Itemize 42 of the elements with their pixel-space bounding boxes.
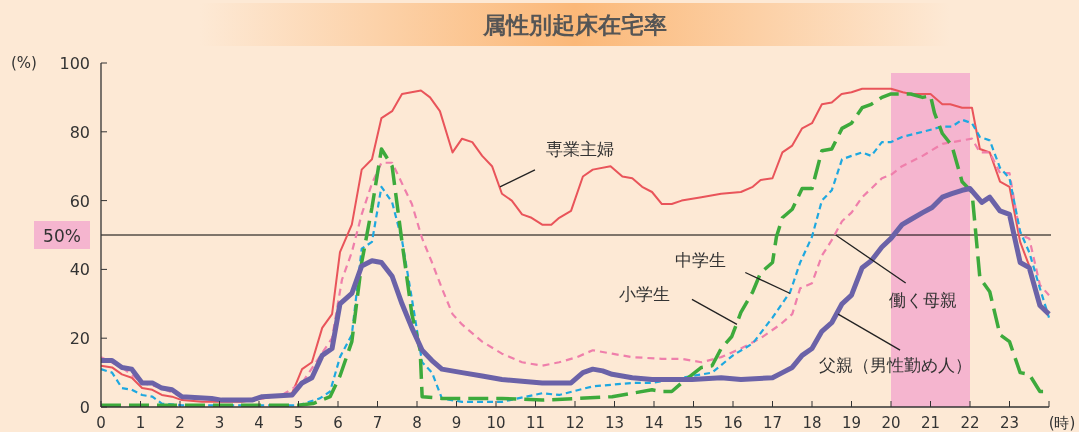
x-tick-label: 16: [723, 414, 743, 432]
x-tick-label: 13: [604, 414, 625, 432]
x-tick-label: 21: [920, 414, 941, 432]
y-tick-label: 100: [59, 54, 90, 73]
x-tick-label: 18: [802, 414, 822, 432]
x-tick-label: 23: [999, 414, 1020, 432]
ref-line-label: 50%: [43, 226, 81, 246]
x-tick-label: 8: [412, 414, 422, 432]
annotation: 専業主婦: [545, 138, 614, 159]
x-axis-title: (時): [1048, 414, 1076, 432]
x-tick-label: 9: [451, 414, 462, 432]
x-tick-label: 10: [486, 414, 506, 432]
x-tick-label: 14: [644, 414, 664, 432]
x-tick-label: 7: [372, 414, 383, 432]
annotation: 父親（男性勤め人）: [818, 355, 972, 376]
x-tick-label: 12: [565, 414, 585, 432]
x-tick-label: 22: [960, 414, 980, 432]
x-tick-label: 0: [96, 414, 106, 432]
y-tick-label: 0: [79, 398, 90, 417]
annotation: 働く母親: [835, 234, 957, 310]
x-tick-label: 2: [175, 414, 185, 432]
annotation: 働く母親: [888, 290, 957, 310]
chart-title: 属性別起床在宅率: [482, 12, 667, 38]
y-tick-label: 60: [69, 191, 90, 211]
annotation: 父親（男性勤め人）: [818, 313, 972, 376]
annotation: 専業主婦: [499, 138, 614, 188]
x-tick-label: 19: [841, 414, 862, 432]
x-tick-label: 17: [762, 414, 783, 432]
x-tick-label: 1: [135, 414, 146, 432]
y-tick-label: 80: [69, 122, 90, 142]
x-tick-label: 4: [254, 414, 264, 432]
x-tick-label: 6: [333, 414, 343, 432]
y-tick-label: 20: [69, 329, 90, 349]
x-tick-label: 11: [525, 414, 546, 432]
annotation: 中学生: [674, 250, 726, 271]
x-tick-label: 5: [293, 414, 304, 432]
x-tick-label: 15: [683, 414, 704, 432]
annotation: 小学生: [619, 284, 671, 305]
x-tick-label: 3: [214, 414, 225, 432]
x-tick-label: 20: [881, 414, 901, 432]
y-axis-title: (%): [11, 54, 37, 72]
y-tick-label: 40: [69, 260, 90, 280]
